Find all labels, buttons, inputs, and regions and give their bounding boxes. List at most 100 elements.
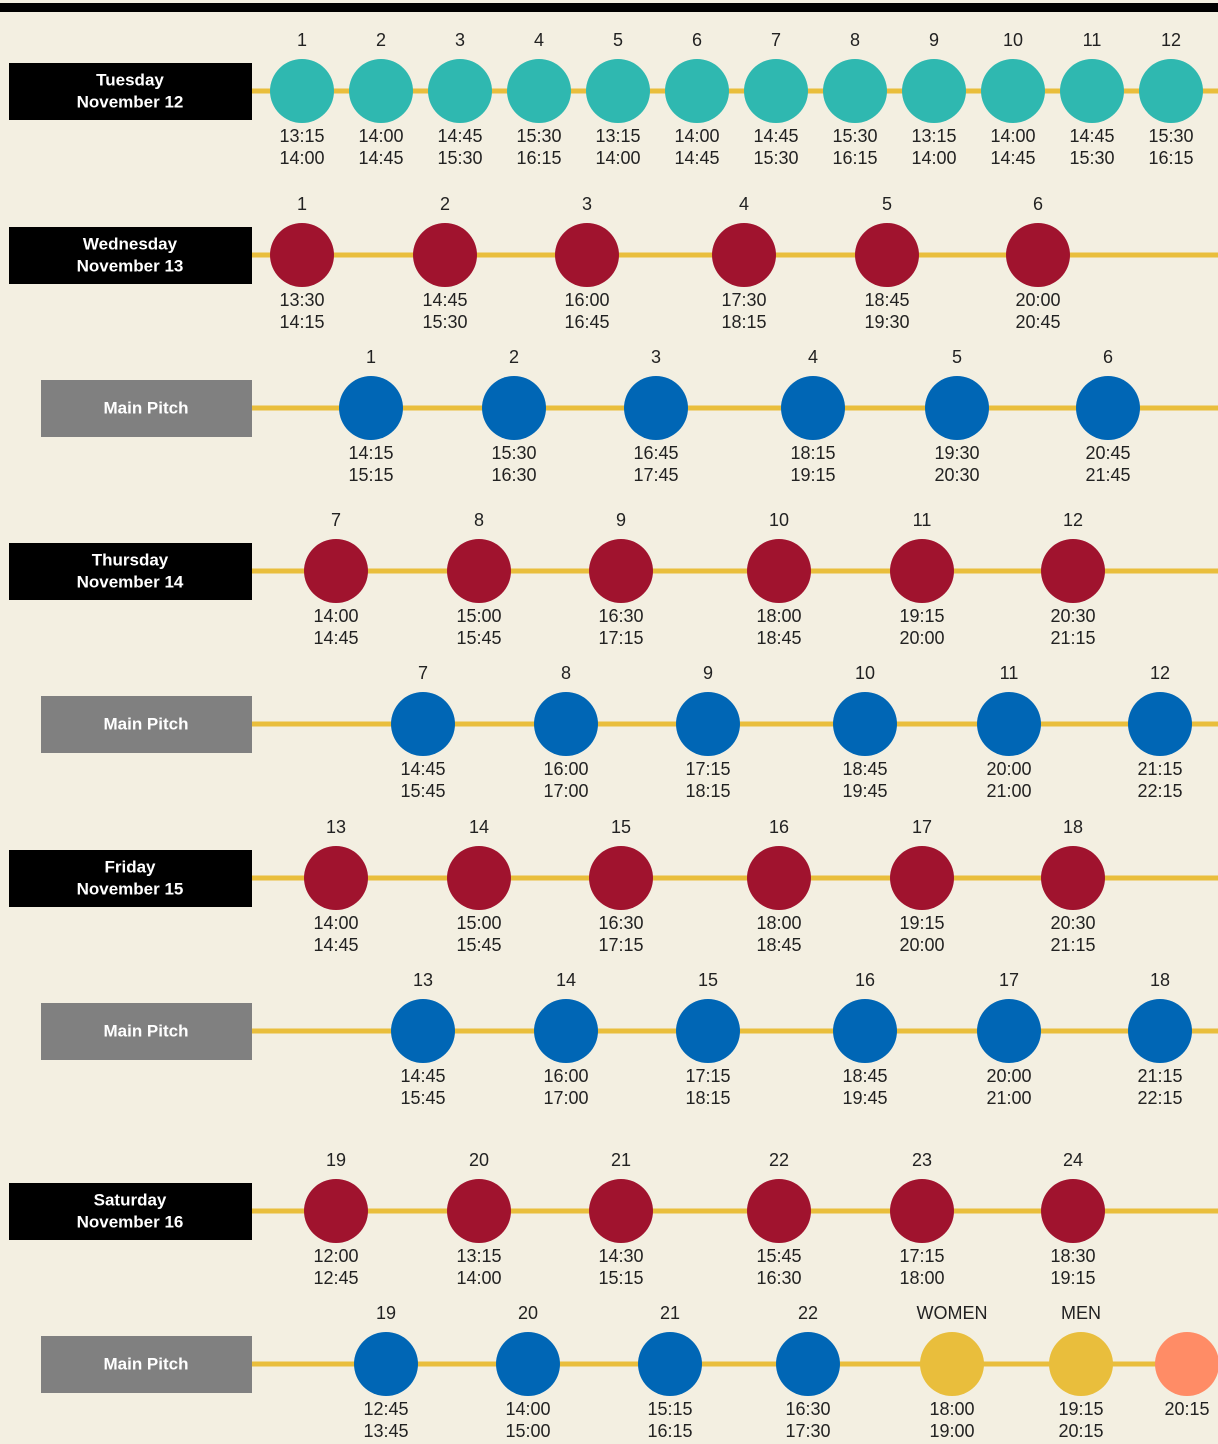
start-time: 18:00 — [756, 606, 801, 626]
start-time: 12:45 — [363, 1399, 408, 1419]
game-number: 3 — [651, 347, 661, 367]
end-time: 21:15 — [1050, 935, 1095, 955]
start-time: 15:30 — [1148, 126, 1193, 146]
start-time: 15:15 — [647, 1399, 692, 1419]
day-label: Thursday — [92, 550, 169, 569]
start-time: 18:30 — [1050, 1246, 1095, 1266]
start-time: 14:00 — [674, 126, 719, 146]
game-dot — [981, 59, 1045, 123]
end-time: 18:45 — [756, 935, 801, 955]
game-dot — [712, 223, 776, 287]
start-time: 14:00 — [313, 913, 358, 933]
game-dot — [638, 1332, 702, 1396]
game-dot — [676, 999, 740, 1063]
start-time: 16:00 — [564, 290, 609, 310]
game-number: 23 — [912, 1150, 932, 1170]
game-dot — [428, 59, 492, 123]
game-number: 10 — [855, 663, 875, 683]
game-number: 10 — [1003, 30, 1023, 50]
end-time: 16:15 — [832, 148, 877, 168]
end-time: 15:15 — [598, 1268, 643, 1288]
start-time: 19:30 — [934, 443, 979, 463]
game-number: 6 — [1033, 194, 1043, 214]
game-dot — [747, 539, 811, 603]
start-time: 18:15 — [790, 443, 835, 463]
game-number: 19 — [376, 1303, 396, 1323]
day-label: Saturday — [94, 1190, 167, 1209]
game-dot — [890, 1179, 954, 1243]
game-dot — [447, 846, 511, 910]
game-dot — [586, 59, 650, 123]
game-dot — [744, 59, 808, 123]
end-time: 14:45 — [313, 628, 358, 648]
game-number: 7 — [418, 663, 428, 683]
game-number: 6 — [1103, 347, 1113, 367]
day-label-box — [9, 1183, 252, 1240]
start-time: 20:30 — [1050, 606, 1095, 626]
game-dot — [391, 692, 455, 756]
game-number: 12 — [1063, 510, 1083, 530]
game-number: 20 — [469, 1150, 489, 1170]
game-number: 24 — [1063, 1150, 1083, 1170]
start-time: 15:00 — [456, 913, 501, 933]
game-number: 18 — [1150, 970, 1170, 990]
start-time: 14:45 — [1069, 126, 1114, 146]
end-time: 21:00 — [986, 1088, 1031, 1108]
start-time: 21:15 — [1137, 1066, 1182, 1086]
game-dot — [555, 223, 619, 287]
venue-label-box — [41, 1003, 252, 1060]
start-time: 14:00 — [990, 126, 1035, 146]
end-time: 15:45 — [400, 781, 445, 801]
top-bar — [0, 3, 1218, 12]
game-dot — [902, 59, 966, 123]
game-number: 5 — [613, 30, 623, 50]
game-number: 22 — [798, 1303, 818, 1323]
game-number: 17 — [912, 817, 932, 837]
game-number: 21 — [611, 1150, 631, 1170]
game-number: 3 — [582, 194, 592, 214]
game-number: 7 — [331, 510, 341, 530]
end-time: 17:00 — [543, 781, 588, 801]
game-dot — [1041, 539, 1105, 603]
end-time: 21:45 — [1085, 465, 1130, 485]
day-label: Tuesday — [96, 70, 164, 89]
start-time: 16:30 — [598, 913, 643, 933]
start-time: 15:30 — [516, 126, 561, 146]
game-dot — [776, 1332, 840, 1396]
end-time: 14:45 — [674, 148, 719, 168]
end-time: 19:45 — [842, 1088, 887, 1108]
game-dot — [1128, 692, 1192, 756]
start-time: 20:45 — [1085, 443, 1130, 463]
game-dot — [1139, 59, 1203, 123]
game-number: 13 — [326, 817, 346, 837]
start-time: 20:00 — [986, 1066, 1031, 1086]
end-time: 20:30 — [934, 465, 979, 485]
venue-label: Main Pitch — [103, 1354, 188, 1373]
game-dot — [833, 999, 897, 1063]
game-number: 16 — [855, 970, 875, 990]
end-time: 20:00 — [899, 628, 944, 648]
start-time: 14:45 — [753, 126, 798, 146]
end-time: 16:45 — [564, 312, 609, 332]
end-time: 20:15 — [1058, 1421, 1103, 1441]
game-dot — [534, 999, 598, 1063]
game-number: 1 — [366, 347, 376, 367]
start-time: 17:15 — [685, 1066, 730, 1086]
start-time: 17:30 — [721, 290, 766, 310]
start-time: 16:30 — [785, 1399, 830, 1419]
game-number: 17 — [999, 970, 1019, 990]
game-number: 9 — [929, 30, 939, 50]
end-time: 18:45 — [756, 628, 801, 648]
game-number: 15 — [611, 817, 631, 837]
game-dot — [624, 376, 688, 440]
end-time: 14:00 — [595, 148, 640, 168]
start-time: 19:15 — [1058, 1399, 1103, 1419]
start-time: 16:45 — [633, 443, 678, 463]
game-dot — [1049, 1332, 1113, 1396]
game-dot — [823, 59, 887, 123]
day-label: Wednesday — [83, 234, 178, 253]
start-time: 18:00 — [756, 913, 801, 933]
game-dot — [1076, 376, 1140, 440]
game-number: 20 — [518, 1303, 538, 1323]
game-dot — [747, 1179, 811, 1243]
